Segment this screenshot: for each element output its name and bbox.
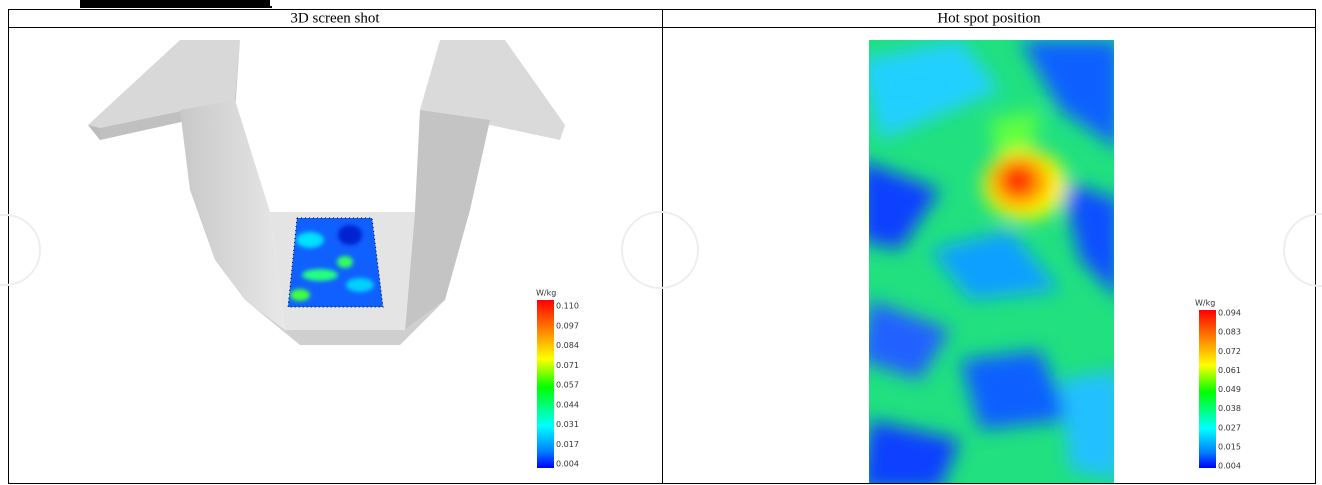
phantom-3d: [88, 40, 565, 345]
colorbar-label: 0.110: [556, 302, 579, 311]
colorbar-label: 0.038: [1218, 404, 1241, 413]
colorbar-label: 0.015: [1218, 442, 1241, 451]
colorbar-label: 0.004: [556, 460, 579, 469]
colorbar-label: 0.017: [556, 440, 579, 449]
colorbar-label: 0.049: [1218, 385, 1241, 394]
heading-remnant: [80, 0, 270, 6]
column-header: Hot spot position: [937, 10, 1041, 26]
colorbar-unit: W/kg: [1195, 299, 1215, 308]
column-header: 3D screen shot: [290, 10, 380, 26]
watermark: [0, 211, 1322, 289]
colorbar-label: 0.031: [556, 420, 579, 429]
colorbar-label: 0.094: [1218, 309, 1241, 318]
colorbar: [537, 300, 554, 468]
colorbar-label: 0.072: [1218, 347, 1241, 356]
colorbar-label: 0.057: [556, 381, 579, 390]
table-frame: [8, 9, 1316, 484]
colorbar-label: 0.004: [1218, 462, 1241, 471]
colorbar-label: 0.071: [556, 361, 579, 370]
colorbar-label: 0.097: [556, 321, 579, 330]
hot-spot-map: [869, 40, 1114, 483]
measurement-grid: [288, 218, 383, 307]
colorbar-label: 0.027: [1218, 423, 1241, 432]
colorbar-label: 0.044: [556, 400, 579, 409]
colorbar-unit: W/kg: [536, 289, 556, 298]
colorbar: [1199, 310, 1216, 468]
colorbar-label: 0.084: [556, 341, 579, 350]
colorbar-label: 0.083: [1218, 328, 1241, 337]
colorbar-label: 0.061: [1218, 366, 1241, 375]
